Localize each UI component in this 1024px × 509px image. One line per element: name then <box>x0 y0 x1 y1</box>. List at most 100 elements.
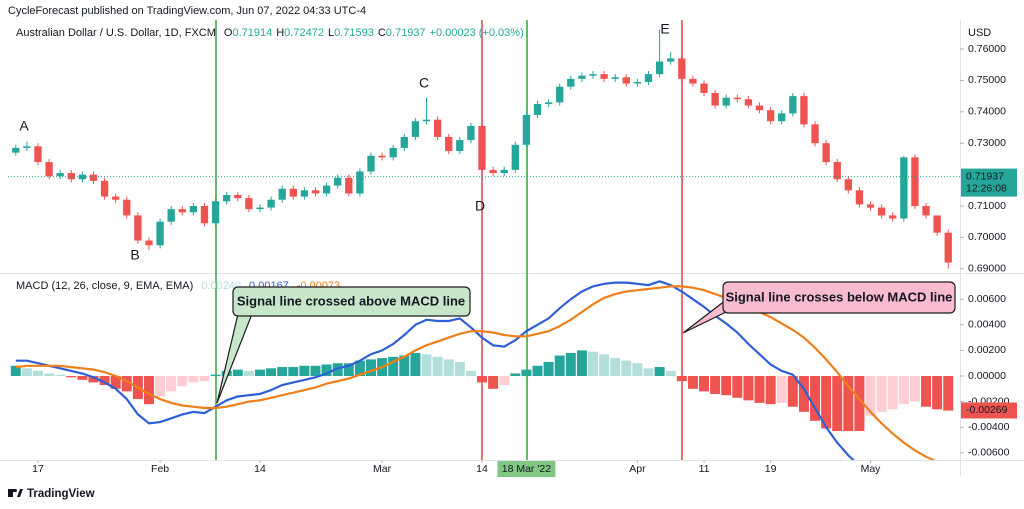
candle-body <box>766 110 775 122</box>
histogram-bar <box>199 376 210 382</box>
bar-countdown: 12:26:08 <box>966 182 1007 194</box>
histogram-bar <box>676 376 687 382</box>
candle-body <box>234 195 242 199</box>
histogram-bar <box>865 376 876 416</box>
histogram-bar <box>532 365 543 377</box>
x-tick-label: Apr <box>629 463 646 475</box>
candle-body <box>533 103 542 115</box>
histogram-bar <box>876 376 887 412</box>
candle-body <box>844 179 852 191</box>
histogram-bar <box>88 376 99 383</box>
candle-body <box>389 147 397 158</box>
histogram-bar <box>787 376 798 407</box>
histogram-bar <box>454 361 465 377</box>
histogram-bar <box>665 370 676 377</box>
callout-text: Signal line crosses below MACD line <box>726 289 953 304</box>
wave-label: A <box>19 118 29 134</box>
histogram-bar <box>10 365 21 377</box>
candle-body <box>345 177 353 194</box>
candle-body <box>433 119 442 137</box>
x-tick-label: Mar <box>373 463 392 475</box>
histogram-bar <box>687 376 698 389</box>
candle-body <box>378 155 386 158</box>
candle-body <box>600 74 608 79</box>
histogram-bar <box>699 376 710 392</box>
histogram-bar <box>177 376 188 387</box>
candle-body <box>478 125 486 170</box>
candle-body <box>700 83 708 93</box>
histogram-bar <box>410 352 421 377</box>
histogram-bar <box>776 376 787 403</box>
publish-header: CycleForecast published on TradingView.c… <box>8 5 366 17</box>
histogram-bar <box>277 367 288 377</box>
candle-body <box>789 96 797 114</box>
x-tick-label: 14 <box>476 463 488 475</box>
ohlc-value: 0.71914 <box>232 27 272 39</box>
candle-body <box>123 199 131 216</box>
histogram-bar <box>465 370 476 377</box>
candle-body <box>500 169 508 174</box>
candle-body <box>411 121 420 137</box>
histogram-bar <box>388 356 399 377</box>
ohlc-value: 0.71937 <box>386 27 426 39</box>
candle-body <box>689 78 697 84</box>
histogram-bar <box>210 374 221 377</box>
histogram-bar <box>232 369 243 377</box>
y-tick-label: 0.74000 <box>968 106 1006 118</box>
currency-label: USD <box>968 27 991 39</box>
candle-body <box>23 146 31 148</box>
candle-body <box>655 61 664 75</box>
histogram-bar <box>909 376 920 402</box>
candle-body <box>211 201 220 224</box>
histogram-bar <box>832 376 843 432</box>
candle-body <box>78 174 87 180</box>
candle-body <box>189 206 198 213</box>
candle-body <box>267 199 275 208</box>
histogram-bar <box>887 376 898 410</box>
histogram-bar <box>854 376 865 432</box>
y-tick-label: 0.00400 <box>968 319 1006 331</box>
x-tick-label: Feb <box>151 463 169 475</box>
candle-body <box>256 207 264 210</box>
y-tick-label: -0.00400 <box>968 421 1010 433</box>
price-legend: Australian Dollar / U.S. Dollar, 1D, FXC… <box>16 27 524 39</box>
histogram-bar <box>166 376 177 392</box>
candle-body <box>722 97 730 106</box>
wave-label: C <box>419 75 429 91</box>
histogram-bar <box>543 361 554 377</box>
callout-box <box>722 281 956 314</box>
last-price-label: 0.71937 <box>966 170 1004 182</box>
ohlc-key: O <box>224 27 233 39</box>
candle-body <box>445 136 453 152</box>
candle-body <box>223 195 231 202</box>
histogram-bar <box>432 356 443 377</box>
callout-box <box>232 286 471 317</box>
histogram-bar <box>499 376 510 385</box>
histogram-bar <box>266 368 277 377</box>
change-value: +0.00023 (+0.03%) <box>430 27 524 39</box>
crosshair-x-label: 18 Mar '22 <box>502 463 551 475</box>
candle-body <box>944 232 952 263</box>
candle-body <box>855 190 864 205</box>
candle-body <box>467 125 475 141</box>
histogram-bar <box>732 376 743 398</box>
histogram-bar <box>310 365 321 377</box>
candle-body <box>89 174 98 181</box>
callout-text: Signal line crossed above MACD line <box>237 293 465 308</box>
candle-body <box>367 155 375 172</box>
macd-title: MACD (12, 26, close, 9, EMA, EMA) <box>16 280 193 292</box>
candle-body <box>711 92 719 106</box>
symbol-title: Australian Dollar / U.S. Dollar, 1D, FXC… <box>16 27 216 39</box>
histogram-bar <box>254 369 265 377</box>
histogram-bar <box>654 367 665 377</box>
histogram-bar <box>354 360 365 377</box>
logo-mark <box>14 489 17 492</box>
histogram-bar <box>332 363 343 377</box>
logo-mark <box>17 489 23 497</box>
histogram-bar <box>21 368 32 377</box>
macd-line <box>15 280 855 460</box>
histogram-bar <box>44 373 55 377</box>
candle-body <box>567 78 575 87</box>
candle-body <box>245 198 253 210</box>
